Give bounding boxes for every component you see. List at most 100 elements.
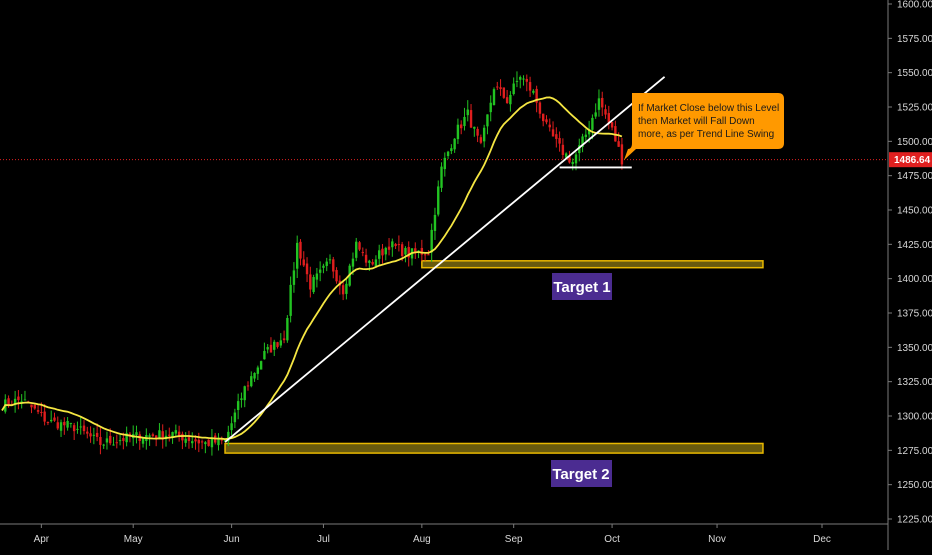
candle-body-117	[384, 247, 387, 255]
candle-body-134	[440, 166, 443, 188]
candle-body-94	[309, 274, 312, 290]
candle-body-169	[555, 134, 558, 139]
target-zone-2	[224, 442, 764, 454]
candle-body-174	[571, 161, 574, 165]
y-tick-label-9: 1450.00	[897, 206, 932, 217]
candle-body-55	[181, 433, 184, 441]
candle-body-111	[364, 254, 368, 263]
candle-body-51	[168, 434, 171, 436]
candle-body-140	[460, 124, 463, 129]
candle-body-80	[263, 350, 266, 360]
candle-body-155	[509, 94, 512, 105]
candle-body-82	[269, 344, 273, 353]
candle-body-116	[381, 248, 384, 256]
candle-body-146	[479, 137, 483, 143]
candle-body-185	[607, 113, 610, 123]
candle-body-10	[33, 404, 36, 409]
candle-body-17	[56, 422, 59, 429]
note-line-3: more, as per Trend Line Swing	[638, 129, 774, 140]
annotations: Target 1 Target 2 If Market Close below …	[551, 93, 784, 487]
candle-body-14	[46, 422, 50, 424]
target-2-badge	[551, 460, 612, 487]
candle-body-167	[548, 124, 551, 128]
candle-body-81	[266, 347, 269, 350]
candle-body-60	[197, 439, 200, 444]
candle-body-75	[246, 385, 250, 387]
candle-body-25	[82, 425, 86, 432]
candle-body-61	[200, 441, 204, 443]
candle-body-29	[95, 432, 99, 437]
candle-body-59	[194, 439, 197, 442]
candle-body-72	[236, 401, 240, 410]
y-tick-label-13: 1550.00	[897, 68, 932, 79]
x-tick-label-1: May	[124, 534, 143, 545]
y-tick-label-2: 1275.00	[897, 446, 932, 457]
candle-body-123	[404, 247, 407, 255]
trend-line	[224, 76, 666, 443]
candle-body-163	[535, 88, 538, 103]
candle-body-110	[361, 252, 364, 254]
candle-body-19	[63, 421, 66, 426]
candle-body-141	[463, 116, 466, 127]
candle-body-135	[443, 157, 446, 170]
candle-body-98	[322, 265, 325, 268]
candle-body-33	[109, 435, 112, 444]
candle-body-95	[312, 277, 315, 293]
candle-body-16	[53, 417, 56, 421]
candle-body-32	[105, 438, 109, 443]
candle-body-151	[496, 86, 499, 88]
candle-body-78	[256, 367, 260, 374]
candle-body-112	[368, 260, 371, 263]
x-tick-label-0: Apr	[34, 534, 50, 545]
moving-average-group	[1, 96, 623, 441]
candle-body-73	[240, 398, 243, 400]
candle-body-188	[617, 141, 620, 147]
candle-body-120	[394, 243, 397, 247]
note-callout	[624, 93, 784, 160]
y-tick-label-7: 1400.00	[897, 274, 932, 285]
candle-body-15	[50, 419, 53, 422]
candle-body-45	[148, 435, 151, 437]
y-tick-label-3: 1300.00	[897, 412, 932, 423]
y-tick-label-6: 1375.00	[897, 309, 932, 320]
candle-body-189	[620, 144, 624, 165]
candle-body-31	[102, 444, 105, 446]
candle-body-96	[315, 273, 319, 280]
candle-body-115	[378, 250, 381, 259]
candle-body-153	[502, 87, 506, 98]
candle-body-162	[532, 90, 535, 93]
candle-body-132	[433, 214, 437, 231]
candle-body-13	[43, 411, 46, 422]
candle-body-76	[250, 376, 253, 387]
candle-body-147	[482, 127, 486, 142]
candle-body-100	[328, 259, 332, 261]
candle-body-68	[223, 439, 227, 442]
candle-body-37	[122, 438, 125, 441]
candle-body-113	[371, 261, 374, 265]
candle-body-66	[217, 437, 220, 446]
candle-body-139	[456, 124, 460, 140]
candle-body-173	[568, 155, 571, 163]
candle-body-156	[512, 83, 515, 95]
candle-body-12	[40, 411, 43, 413]
current-price-label: 1486.64	[894, 155, 931, 166]
target-zones	[224, 260, 764, 454]
candle-body-23	[76, 428, 79, 430]
candle-body-119	[391, 241, 394, 248]
candle-body-57	[187, 437, 191, 442]
candle-body-85	[279, 340, 282, 346]
candle-body-150	[492, 89, 496, 106]
candle-body-26	[86, 431, 89, 434]
candle-body-152	[499, 87, 502, 90]
candle-body-58	[191, 441, 194, 444]
candle-body-183	[601, 97, 604, 108]
candle-body-48	[158, 430, 161, 438]
candle-body-97	[318, 269, 322, 273]
candle-body-128	[420, 247, 424, 255]
candle-body-164	[538, 102, 542, 114]
candle-body-90	[296, 242, 299, 269]
x-tick-label-6: Oct	[604, 534, 620, 545]
